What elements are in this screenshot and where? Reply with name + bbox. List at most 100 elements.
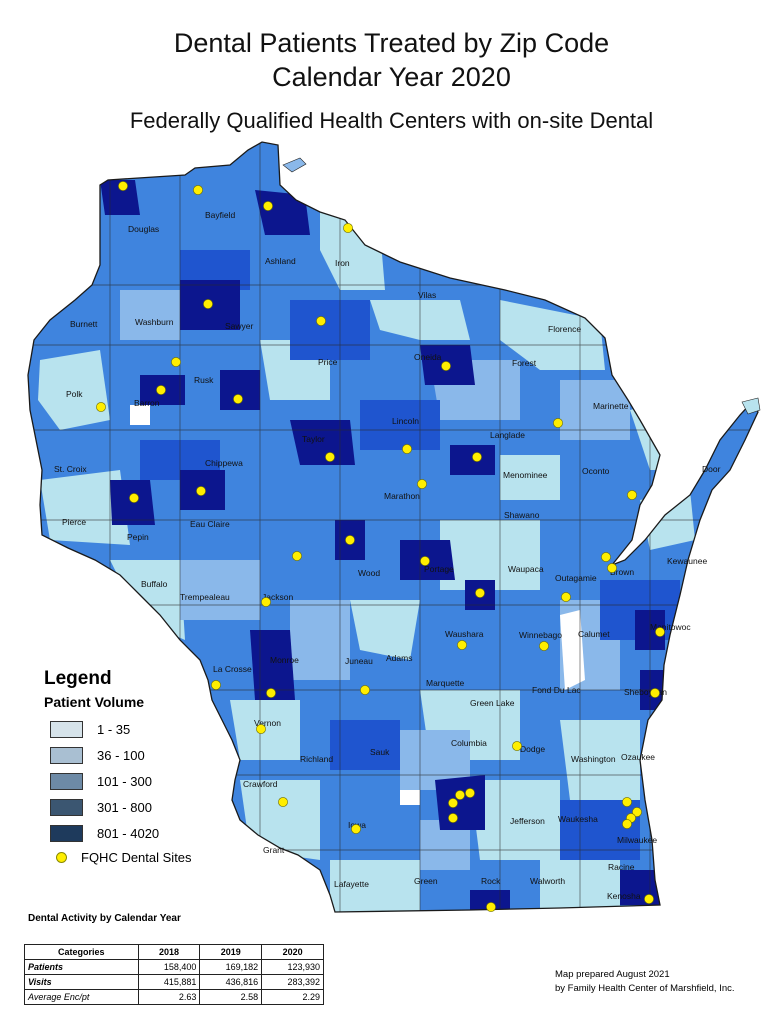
row-label-patients: Patients	[24, 959, 139, 975]
county-label-portage: Portage	[424, 564, 454, 574]
county-label-milwaukee: Milwaukee	[617, 835, 657, 845]
fqhc-site-dot	[193, 185, 203, 195]
credit-line-1: Map prepared August 2021	[555, 969, 670, 980]
county-label-sheboygan: Sheboygan	[624, 687, 667, 697]
county-label-calumet: Calumet	[578, 629, 610, 639]
county-label-iron: Iron	[335, 258, 350, 268]
fqhc-site-dot	[316, 316, 326, 326]
fqhc-site-dot	[156, 385, 166, 395]
fqhc-site-dot	[263, 201, 273, 211]
county-label-columbia: Columbia	[451, 738, 487, 748]
fqhc-site-dot	[457, 640, 467, 650]
cell: 436,816	[199, 974, 263, 990]
county-label-kewaunee: Kewaunee	[667, 556, 707, 566]
cell: 169,182	[199, 959, 263, 975]
county-label-rock: Rock	[481, 876, 501, 886]
legend-swatch-1	[50, 720, 83, 738]
county-label-waupaca: Waupaca	[508, 564, 544, 574]
legend-label-2: 36 - 100	[97, 747, 145, 763]
table-title: Dental Activity by Calendar Year	[28, 913, 181, 924]
map-title: Dental Patients Treated by Zip Code	[173, 28, 610, 58]
county-label-forest: Forest	[512, 358, 537, 368]
fqhc-site-dot	[561, 592, 571, 602]
legend-label-4: 301 - 800	[97, 799, 152, 815]
fqhc-site-dot	[211, 680, 221, 690]
county-label-dodge: Dodge	[520, 744, 545, 754]
county-label-douglas: Douglas	[128, 224, 159, 234]
credit-line-2: by Family Health Center of Marshfield, I…	[555, 983, 735, 994]
cell: 415,881	[137, 974, 201, 990]
county-label-washburn: Washburn	[135, 317, 174, 327]
fqhc-site-dot	[420, 556, 430, 566]
county-label-barron: Barron	[134, 398, 160, 408]
map-subtitle: Federally Qualified Health Centers with …	[129, 108, 654, 133]
legend-row-4: 301 - 800	[50, 794, 264, 820]
dental-activity-table: Categories 2018 2019 2020 Patients 158,4…	[24, 944, 324, 1005]
fqhc-site-dot	[622, 819, 632, 829]
legend: Legend Patient Volume 1 - 35 36 - 100 10…	[44, 668, 264, 865]
fqhc-site-dot	[601, 552, 611, 562]
county-label-green-lake: Green Lake	[470, 698, 515, 708]
county-label-grant: Grant	[263, 845, 285, 855]
header-categories: Categories	[24, 944, 139, 960]
fqhc-site-dot	[465, 788, 475, 798]
county-label-monroe: Monroe	[270, 655, 299, 665]
fqhc-site-dot	[171, 357, 181, 367]
cell: 283,392	[261, 974, 324, 990]
county-label-winnebago: Winnebago	[519, 630, 562, 640]
cell: 158,400	[137, 959, 201, 975]
county-label-adams: Adams	[386, 653, 412, 663]
fqhc-site-dot	[655, 627, 665, 637]
table-row: Patients 158,400 169,182 123,930	[24, 959, 324, 975]
fqhc-site-dot	[402, 444, 412, 454]
row-label-visits: Visits	[24, 974, 139, 990]
fqhc-site-dot	[650, 688, 660, 698]
header-2018: 2018	[137, 944, 201, 960]
fqhc-site-dot	[278, 797, 288, 807]
county-label-jackson: Jackson	[262, 592, 293, 602]
legend-row-5: 801 - 4020	[50, 820, 264, 846]
map-credit: Map prepared August 2021 by Family Healt…	[555, 968, 735, 996]
legend-row-2: 36 - 100	[50, 742, 264, 768]
county-label-lafayette: Lafayette	[334, 879, 369, 889]
legend-row-3: 101 - 300	[50, 768, 264, 794]
county-label-sauk: Sauk	[370, 747, 390, 757]
fqhc-site-dot	[632, 807, 642, 817]
legend-label-1: 1 - 35	[97, 721, 131, 737]
fqhc-site-dot	[448, 798, 458, 808]
county-label-wood: Wood	[358, 568, 380, 578]
fqhc-site-dot	[455, 790, 465, 800]
fqhc-site-dot	[292, 551, 302, 561]
county-label-crawford: Crawford	[243, 779, 278, 789]
fqhc-site-dot	[512, 741, 522, 751]
fqhc-site-dot	[627, 490, 637, 500]
table-row: Visits 415,881 436,816 283,392	[24, 974, 324, 990]
county-label-rusk: Rusk	[194, 375, 214, 385]
county-label-marquette: Marquette	[426, 678, 465, 688]
legend-sites-row: FQHC Dental Sites	[56, 850, 264, 865]
fqhc-site-dot	[266, 688, 276, 698]
county-label-green: Green	[414, 876, 438, 886]
county-label-walworth: Walworth	[530, 876, 565, 886]
cell: 123,930	[261, 959, 324, 975]
fqhc-site-dot	[360, 685, 370, 695]
county-labels: Douglas Bayfield Ashland Iron Vilas Florence B…	[54, 210, 721, 901]
table-header-row: Categories 2018 2019 2020	[24, 944, 324, 960]
county-label-florence: Florence	[548, 324, 581, 334]
cell: 2.63	[137, 989, 201, 1005]
legend-row-1: 1 - 35	[50, 716, 264, 742]
county-label-waushara: Waushara	[445, 629, 484, 639]
county-label-pepin: Pepin	[127, 532, 149, 542]
county-label-chippewa: Chippewa	[205, 458, 243, 468]
fqhc-site-dot	[644, 894, 654, 904]
site-dot-icon	[56, 852, 67, 863]
fqhc-site-dot	[118, 181, 128, 191]
county-label-manitowoc: Manitowoc	[650, 622, 691, 632]
fqhc-site-dot	[196, 486, 206, 496]
county-label-marinette: Marinette	[593, 401, 629, 411]
county-label-brown: Brown	[610, 567, 634, 577]
legend-swatch-3	[50, 772, 83, 790]
county-label-door: Door	[702, 464, 721, 474]
cell: 2.29	[261, 989, 324, 1005]
